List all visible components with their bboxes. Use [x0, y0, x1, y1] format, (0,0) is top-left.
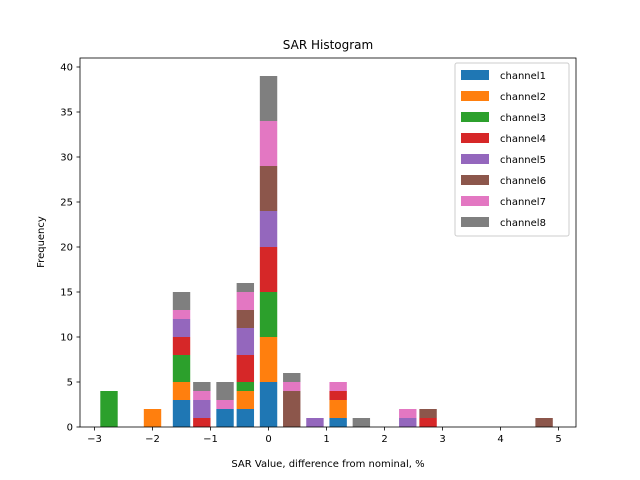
legend-swatch-channel3	[461, 112, 489, 122]
legend-label-channel2: channel2	[500, 92, 546, 103]
bar-channel5-2	[172, 319, 191, 337]
bar-channel4-5	[236, 355, 255, 382]
bar-channel7-7	[283, 382, 301, 391]
bar-channel1-4	[216, 409, 234, 427]
bar-channel5-11	[399, 418, 417, 427]
x-tick-label: −1	[203, 434, 218, 445]
bar-channel1-6	[259, 382, 278, 427]
legend: channel1 channel2 channel3 channel4 channel5…	[454, 62, 570, 237]
bar-channel6-7	[283, 391, 301, 427]
y-tick-label: 0	[67, 423, 73, 434]
bar-channel2-1	[143, 409, 162, 427]
bar-channel8-4	[216, 382, 234, 400]
bar-channel4-6	[259, 247, 278, 292]
chart-title: SAR Histogram	[283, 38, 373, 52]
bar-channel7-3	[193, 391, 211, 400]
y-tick-label: 25	[60, 198, 73, 209]
bar-channel4-2	[172, 337, 191, 355]
bar-channel2-5	[236, 391, 255, 409]
y-tick-label: 15	[60, 288, 73, 299]
y-tick-label: 30	[60, 153, 73, 164]
legend-swatch-channel4	[461, 133, 489, 143]
bar-channel2-6	[259, 337, 278, 382]
plot-frame	[79, 57, 577, 428]
bar-channel8-3	[193, 382, 211, 391]
x-tick-label: −2	[145, 434, 160, 445]
bar-channel3-5	[236, 382, 255, 391]
bar-channel8-2	[172, 292, 191, 310]
legend-label-channel6: channel6	[500, 176, 546, 187]
bar-channel6-6	[259, 166, 278, 211]
legend-swatch-channel7	[461, 196, 489, 206]
bar-channel3-0	[100, 391, 118, 427]
x-axis: −3 −2 −1 0 1 2 3 4 5	[87, 427, 562, 445]
bar-channel4-9	[329, 391, 347, 400]
legend-label-channel3: channel3	[500, 113, 546, 124]
x-tick-label: 3	[439, 434, 445, 445]
x-tick-label: −3	[87, 434, 102, 445]
x-tick-label: 5	[555, 434, 561, 445]
legend-swatch-channel1	[461, 70, 489, 80]
bar-channel7-6	[259, 121, 278, 166]
x-tick-label: 2	[381, 434, 387, 445]
legend-label-channel7: channel7	[500, 197, 546, 208]
y-axis: 0 5 10 15 20 25 30 35 40	[60, 63, 80, 434]
bar-channel1-5	[236, 409, 255, 427]
bar-channel8-5	[236, 283, 255, 292]
y-tick-label: 10	[60, 333, 73, 344]
bar-channel7-2	[172, 310, 191, 319]
bar-channel1-9	[329, 418, 347, 427]
bar-channel7-11	[399, 409, 417, 418]
bar-channel4-12	[419, 418, 437, 427]
legend-label-channel5: channel5	[500, 155, 546, 166]
bar-channel4-3	[193, 418, 211, 427]
bar-channel8-7	[283, 373, 301, 382]
y-tick-label: 20	[60, 243, 73, 254]
y-tick-label: 5	[67, 378, 73, 389]
bar-channel7-4	[216, 400, 234, 409]
x-tick-label: 4	[497, 434, 503, 445]
legend-swatch-channel6	[461, 175, 489, 185]
legend-swatch-channel8	[461, 217, 489, 227]
legend-label-channel1: channel1	[500, 71, 546, 82]
legend-label-channel4: channel4	[500, 134, 546, 145]
bar-channel5-8	[306, 418, 324, 427]
bar-channel3-2	[172, 355, 191, 382]
legend-swatch-channel2	[461, 91, 489, 101]
x-tick-label: 1	[323, 434, 329, 445]
bar-channel1-2	[172, 400, 191, 427]
bar-channel5-3	[193, 400, 211, 418]
bar-channel2-9	[329, 400, 347, 418]
y-axis-title: Frequency	[36, 216, 47, 268]
bar-channel6-12	[419, 409, 437, 418]
legend-label-channel8: channel8	[500, 218, 546, 229]
bar-channel6-5	[236, 310, 255, 328]
bars-group	[100, 76, 553, 427]
bar-channel6-13	[535, 418, 553, 427]
x-axis-title: SAR Value, difference from nominal, %	[231, 459, 424, 470]
legend-box	[454, 62, 570, 237]
bar-channel7-5	[236, 292, 255, 310]
y-tick-label: 35	[60, 108, 73, 119]
bar-channel2-2	[172, 382, 191, 400]
bar-channel5-5	[236, 328, 255, 355]
bar-channel8-10	[352, 418, 371, 427]
x-tick-label: 0	[265, 434, 271, 445]
bar-channel5-6	[259, 211, 278, 247]
legend-swatch-channel5	[461, 154, 489, 164]
bar-channel7-9	[329, 382, 347, 391]
bar-channel3-6	[259, 292, 278, 337]
y-tick-label: 40	[60, 63, 73, 74]
bar-channel8-6	[259, 76, 278, 121]
